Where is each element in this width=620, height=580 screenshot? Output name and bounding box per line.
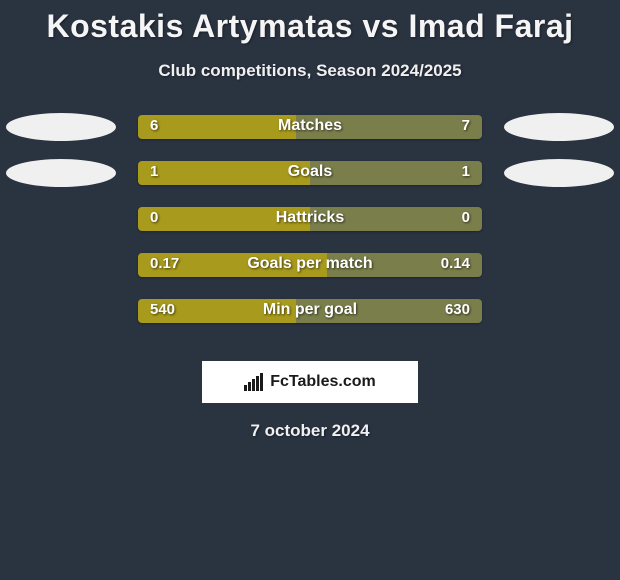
stats-area: Matches67Goals11Hattricks00Goals per mat…	[0, 113, 620, 343]
player-marker-left	[6, 113, 116, 141]
stat-row: Matches67	[0, 113, 620, 159]
stat-row: Hattricks00	[0, 205, 620, 251]
stat-bar-left	[138, 161, 310, 185]
stat-value-left: 0	[150, 209, 158, 226]
stat-bar: Goals per match0.170.14	[138, 253, 482, 277]
stat-value-left: 6	[150, 117, 158, 134]
player-marker-right	[504, 113, 614, 141]
stat-value-right: 0	[462, 209, 470, 226]
date-label: 7 october 2024	[0, 421, 620, 441]
stat-bar-right	[296, 115, 482, 139]
stat-value-left: 1	[150, 163, 158, 180]
logo-box: FcTables.com	[202, 361, 418, 403]
stat-bar: Matches67	[138, 115, 482, 139]
player-marker-left	[6, 159, 116, 187]
bars-chart-icon	[244, 373, 264, 391]
player-marker-right	[504, 159, 614, 187]
stat-value-right: 1	[462, 163, 470, 180]
stat-row: Goals per match0.170.14	[0, 251, 620, 297]
stat-value-left: 0.17	[150, 255, 179, 272]
subtitle: Club competitions, Season 2024/2025	[0, 61, 620, 81]
stat-bar: Min per goal540630	[138, 299, 482, 323]
page-title: Kostakis Artymatas vs Imad Faraj	[0, 0, 620, 45]
stat-bar: Hattricks00	[138, 207, 482, 231]
stat-bar-right	[310, 161, 482, 185]
stat-value-right: 0.14	[441, 255, 470, 272]
stat-row: Min per goal540630	[0, 297, 620, 343]
stat-bar-left	[138, 207, 310, 231]
stat-bar-right	[310, 207, 482, 231]
stat-value-left: 540	[150, 301, 175, 318]
stat-value-right: 630	[445, 301, 470, 318]
stat-row: Goals11	[0, 159, 620, 205]
stat-bar-left	[138, 115, 296, 139]
logo-text: FcTables.com	[270, 373, 376, 391]
stat-value-right: 7	[462, 117, 470, 134]
stat-bar: Goals11	[138, 161, 482, 185]
